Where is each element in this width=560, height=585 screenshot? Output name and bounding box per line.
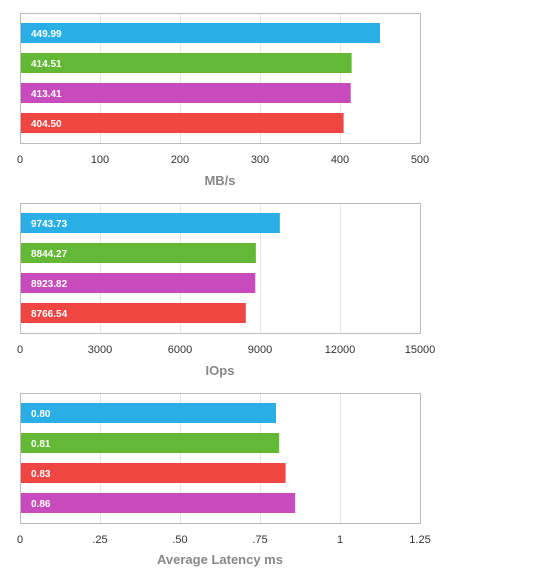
x-tick-label: 3000: [88, 344, 112, 356]
bar: [21, 83, 351, 103]
bar-value-label: 8844.27: [31, 249, 68, 260]
x-axis-title: MB/s: [204, 173, 235, 188]
bar-value-label: 8766.54: [31, 309, 68, 320]
bar: [21, 493, 296, 513]
bar-value-label: 8923.82: [31, 279, 68, 290]
chart-3: 0.80 0.81 0.83 0.86 0 .25 .50 .75 1 1.25 Average L…: [17, 393, 431, 567]
bar: [21, 463, 286, 483]
chart-1: 449.99 414.51 413.41 404.50 0 100 200 300 400 500…: [17, 13, 429, 188]
x-tick-label: 300: [251, 154, 269, 166]
bar: [21, 433, 280, 453]
x-tick-label: 1: [337, 534, 343, 546]
x-tick-label: .75: [252, 534, 267, 546]
chart-2: 9743.73 8844.27 8923.82 8766.54 0 3000 6000 900…: [17, 203, 436, 378]
bar-value-label: 9743.73: [31, 219, 68, 230]
x-tick-label: .25: [92, 534, 107, 546]
bar-value-label: 414.51: [31, 59, 62, 70]
x-tick-label: 400: [331, 154, 349, 166]
bar: [21, 23, 380, 43]
x-tick-label: 15000: [405, 344, 436, 356]
x-tick-label: 1.25: [409, 534, 430, 546]
x-tick-label: 12000: [325, 344, 356, 356]
bar-value-label: 0.86: [31, 499, 51, 510]
bar: [21, 303, 246, 323]
bar-value-label: 0.83: [31, 469, 51, 480]
bar-value-label: 413.41: [31, 89, 62, 100]
bar: [21, 273, 256, 293]
bar: [21, 53, 352, 73]
bar: [21, 243, 256, 263]
x-tick-label: 0: [17, 344, 23, 356]
bar: [21, 403, 276, 423]
x-tick-label: 9000: [248, 344, 272, 356]
x-tick-label: 500: [411, 154, 429, 166]
bar: [21, 213, 280, 233]
x-tick-label: 100: [91, 154, 109, 166]
bar-value-label: 0.80: [31, 409, 51, 420]
x-tick-label: 0: [17, 534, 23, 546]
x-tick-label: .50: [172, 534, 187, 546]
bar-value-label: 404.50: [31, 119, 62, 130]
bar-value-label: 449.99: [31, 29, 62, 40]
x-axis-title: Average Latency ms: [157, 552, 283, 567]
bar: [21, 113, 344, 133]
x-axis-title: IOps: [206, 363, 235, 378]
bar-value-label: 0.81: [31, 439, 51, 450]
x-tick-label: 6000: [168, 344, 192, 356]
x-tick-label: 200: [171, 154, 189, 166]
x-tick-label: 0: [17, 154, 23, 166]
